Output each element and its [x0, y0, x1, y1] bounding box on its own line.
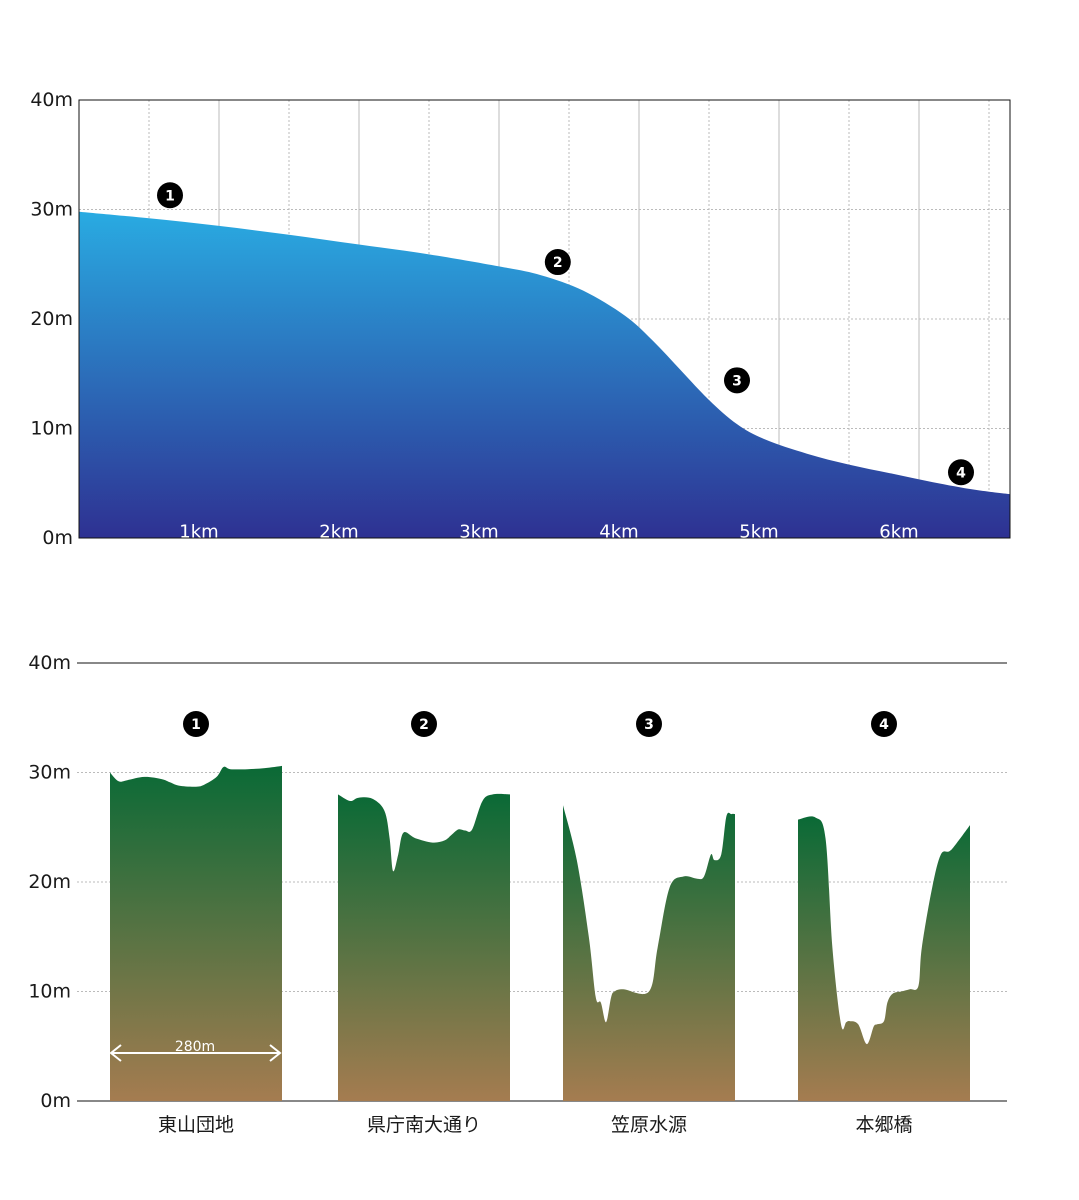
profile-y-tick-label: 0m [42, 527, 73, 549]
cross-section-marker-label: 4 [879, 717, 889, 733]
cross-section-marker-label: 2 [419, 717, 429, 733]
width-arrow-left-head [109, 1044, 122, 1062]
cross-section-y-tick-label: 30m [28, 762, 71, 784]
profile-x-tick-label: 4km [599, 522, 638, 543]
profile-y-axis: 0m 10m 20m 30m 40m [30, 89, 73, 549]
cross-section-place-name: 県庁南大通り [367, 1114, 481, 1136]
cross-section-panel-3: 3 笠原水源 [563, 711, 735, 1136]
profile-marker-3-label: 3 [732, 373, 742, 389]
cross-section-panel-1: 1 東山団地 [110, 711, 282, 1136]
profile-area [79, 211, 1010, 538]
profile-marker-2-label: 2 [553, 255, 563, 271]
cross-section-y-tick-label: 10m [28, 981, 71, 1003]
profile-chart: 0m 10m 20m 30m 40m 1km 2km 3km 4km 5km 6km 1 2 3 4 [30, 89, 1011, 549]
profile-marker-4 [948, 459, 974, 486]
profile-frame [78, 99, 1011, 539]
profile-x-tick-label: 2km [319, 522, 358, 543]
cross-section-marker [871, 711, 897, 737]
cross-section-place-name: 笠原水源 [611, 1114, 687, 1136]
cross-section-y-tick-label: 40m [28, 652, 71, 674]
cross-section-marker [183, 711, 209, 737]
cross-section-marker [411, 711, 437, 737]
cross-section-area [798, 816, 970, 1101]
profile-markers: 1 2 3 4 [157, 182, 974, 486]
profile-marker-4-label: 4 [956, 465, 966, 481]
cross-section-area [338, 793, 510, 1101]
cross-section-y-tick-label: 0m [40, 1090, 71, 1112]
cross-section-panel-2: 2 県庁南大通り [338, 711, 510, 1136]
profile-x-tick-label: 5km [739, 522, 778, 543]
cross-section-area [110, 765, 282, 1101]
cross-section-grid [77, 772, 1007, 992]
profile-x-tick-label: 6km [879, 522, 918, 543]
profile-marker-2 [544, 249, 571, 276]
cross-section-panels: 1 東山団地 2 県庁南大通り 3 笠原水源 4 本郷橋 [110, 711, 970, 1136]
cross-section-panel-4: 4 本郷橋 [798, 711, 970, 1136]
profile-y-tick-label: 20m [30, 308, 73, 330]
cross-section-y-tick-label: 20m [28, 871, 71, 893]
profile-marker-3 [724, 367, 750, 394]
profile-x-axis: 1km 2km 3km 4km 5km 6km [179, 522, 918, 543]
profile-marker-1 [157, 182, 183, 209]
profile-marker-1-label: 1 [165, 188, 175, 204]
cross-section-marker [636, 711, 662, 737]
profile-x-tick-label: 3km [459, 522, 498, 543]
width-arrow-right-head [269, 1044, 282, 1062]
cross-section-y-axis: 0m 10m 20m 30m 40m [28, 652, 71, 1112]
profile-y-tick-label: 30m [30, 199, 73, 221]
profile-y-tick-label: 40m [30, 89, 73, 111]
cross-section-place-name: 本郷橋 [855, 1114, 912, 1136]
width-annotation: 280m [109, 1039, 282, 1062]
width-annotation-label: 280m [175, 1039, 215, 1055]
profile-y-tick-label: 10m [30, 418, 73, 440]
cross-section-place-name: 東山団地 [158, 1114, 234, 1136]
cross-section-chart: 1 東山団地 2 県庁南大通り 3 笠原水源 4 本郷橋 0m 10m 20m 30m 40m 280… [28, 652, 1007, 1136]
cross-section-marker-label: 1 [191, 717, 201, 733]
cross-section-marker-label: 3 [644, 717, 654, 733]
cross-section-area [563, 805, 735, 1101]
profile-x-tick-label: 1km [179, 522, 218, 543]
